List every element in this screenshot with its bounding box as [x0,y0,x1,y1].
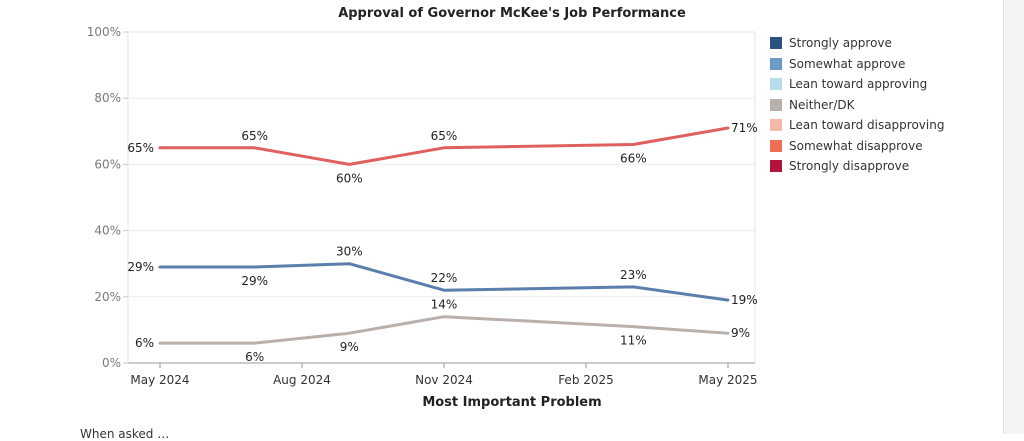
y-tick-label: 0% [102,356,121,370]
data-label-approve: 29% [241,274,268,288]
y-tick-labels: 0% 20% 40% 60% 80% 100% [87,25,121,370]
legend-label: Lean toward approving [789,77,928,92]
y-tick-label: 80% [94,91,121,105]
y-tick-label: 60% [94,157,121,171]
data-label-approve: 29% [127,260,154,274]
data-label-neither: 6% [135,336,154,350]
footer-text: When asked … [80,427,170,441]
chart-title: Approval of Governor McKee's Job Perform… [338,6,686,21]
legend-item[interactable]: Lean toward approving [770,74,944,95]
legend: Strongly approve Somewhat approve Lean tow… [770,33,944,177]
axes [123,31,756,368]
series-line-approve [158,262,730,302]
legend-item[interactable]: Neither/DK [770,95,944,116]
data-label-approve: 22% [431,271,458,285]
data-label-neither: 6% [245,350,264,364]
data-label-disapprove: 65% [241,129,268,143]
legend-swatch [770,139,782,152]
data-label-neither: 11% [620,334,647,348]
legend-item[interactable]: Strongly disapprove [770,156,944,177]
data-label-disapprove: 66% [620,152,647,166]
data-label-disapprove: 60% [336,171,363,185]
data-label-neither: 14% [431,298,458,312]
data-labels: 29% 29% 30% 22% 23% 19% 65% 65% 60% 65% 66% 71% 6% 6%… [127,121,757,364]
data-label-disapprove: 71% [731,121,758,135]
x-axis-label: Most Important Problem [422,395,602,410]
page-edge [1003,0,1024,434]
legend-swatch [770,119,782,132]
legend-swatch [770,37,782,50]
legend-label: Somewhat approve [789,56,906,71]
legend-label: Strongly approve [789,36,892,51]
legend-swatch [770,160,782,173]
legend-item[interactable]: Somewhat disapprove [770,136,944,157]
x-tick-label: May 2025 [698,373,757,387]
legend-item[interactable]: Lean toward disapproving [770,115,944,136]
legend-swatch [770,78,782,91]
data-label-disapprove: 65% [431,129,458,143]
series-line-neither [158,315,730,345]
legend-label: Somewhat disapprove [789,138,923,153]
x-tick-label: Aug 2024 [273,373,331,387]
y-tick-label: 40% [94,224,121,238]
data-label-approve: 30% [336,245,363,259]
x-tick-label: May 2024 [130,373,189,387]
x-tick-label: Nov 2024 [415,373,473,387]
legend-label: Lean toward disapproving [789,118,945,133]
series-lines [158,126,730,345]
grid-lines [128,31,755,298]
y-tick-label: 20% [94,290,121,304]
data-label-approve: 19% [731,293,758,307]
legend-item[interactable]: Strongly approve [770,33,944,54]
legend-label: Neither/DK [789,97,855,112]
series-line-disapprove [158,126,730,166]
data-label-neither: 9% [731,326,750,340]
legend-label: Strongly disapprove [789,159,910,174]
data-label-approve: 23% [620,268,647,282]
x-tick-labels: May 2024 Aug 2024 Nov 2024 Feb 2025 May 2025 [130,373,757,387]
legend-swatch [770,57,782,70]
data-label-neither: 9% [340,340,359,354]
data-label-disapprove: 65% [127,141,154,155]
legend-item[interactable]: Somewhat approve [770,54,944,75]
y-tick-label: 100% [87,25,121,39]
legend-swatch [770,98,782,111]
x-tick-label: Feb 2025 [558,373,614,387]
plot-frame [127,31,756,364]
